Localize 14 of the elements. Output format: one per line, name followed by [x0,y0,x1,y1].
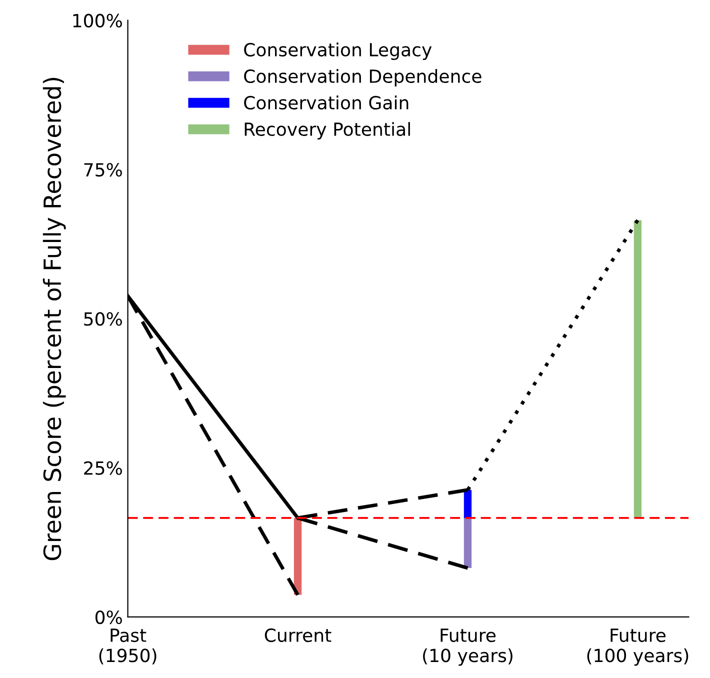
legend-label: Recovery Potential [244,122,410,140]
x-tick-label: Future (100 years) [587,628,688,666]
y-tick-label: 75% [84,162,122,177]
y-tick-label: 50% [84,312,122,326]
x-tick-label: Current [264,628,332,642]
y-tick-label: 25% [84,461,122,475]
y-axis-title: Green Score (percent of Fully Recovered) [42,78,66,560]
x-tick-label: Past (1950) [99,628,156,664]
legend-label: Conservation Gain [244,96,408,110]
legend-label: Conservation Legacy [244,42,432,60]
y-tick-label: 0% [95,610,122,624]
x-tick-label: Future (10 years) [423,628,512,666]
legend-label: Conservation Dependence [244,69,482,87]
y-tick-label: 100% [73,14,122,28]
